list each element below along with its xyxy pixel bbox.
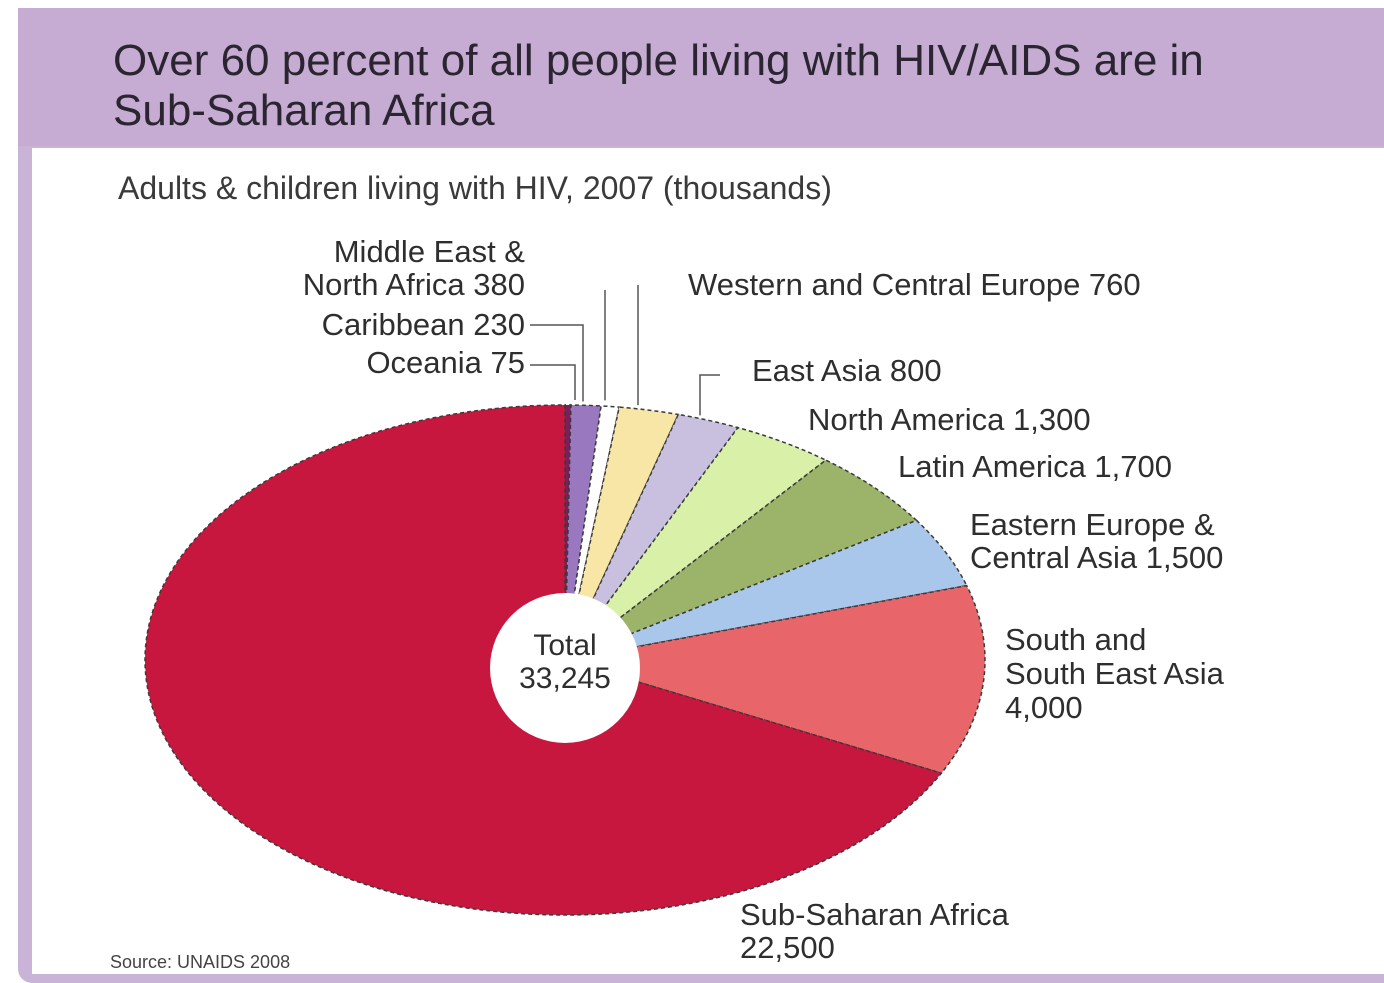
pie-slice-eastern-europe-central-asia (564, 519, 968, 661)
center-hole (490, 593, 640, 743)
pie-slice-western-and-central-europe (564, 406, 680, 661)
label-south-asia-line2: South East Asia (1005, 656, 1225, 691)
center-label-line2: 33,245 (519, 662, 611, 695)
label-middle-east-line1: Middle East & (334, 234, 526, 269)
chart-subtitle: Adults & children living with HIV, 2007 … (118, 170, 832, 206)
chart-title: Over 60 percent of all people living wit… (113, 36, 1204, 135)
label-caribbean: Caribbean 230 (322, 307, 525, 342)
label-middle-east-line2: North Africa 380 (303, 267, 525, 302)
label-eastern-europe-line1: Eastern Europe & (970, 507, 1215, 542)
center-label-line1: Total (533, 629, 596, 662)
leader-line-oceania (530, 364, 576, 401)
pie-slice-south-and-south-east-asia (564, 584, 986, 775)
label-south-asia-line3: 4,000 (1005, 690, 1083, 725)
label-eastern-europe-line2: Central Asia 1,500 (970, 540, 1223, 575)
label-western-europe: Western and Central Europe 760 (688, 267, 1141, 302)
leader-line-caribbean (530, 324, 584, 402)
label-south-asia-line1: South and (1005, 622, 1146, 657)
label-east-asia: East Asia 800 (752, 353, 942, 388)
label-oceania: Oceania 75 (366, 345, 525, 380)
title-band: Over 60 percent of all people living wit… (18, 8, 1384, 146)
label-sub-saharan-line2: 22,500 (740, 930, 835, 965)
source-note: Source: UNAIDS 2008 (110, 952, 291, 972)
label-north-america: North America 1,300 (808, 402, 1091, 437)
pie-slice-north-america (564, 426, 828, 661)
label-sub-saharan-line1: Sub-Saharan Africa (740, 897, 1010, 932)
label-latin-america: Latin America 1,700 (898, 449, 1172, 484)
leader-line-east-asia (699, 374, 720, 416)
